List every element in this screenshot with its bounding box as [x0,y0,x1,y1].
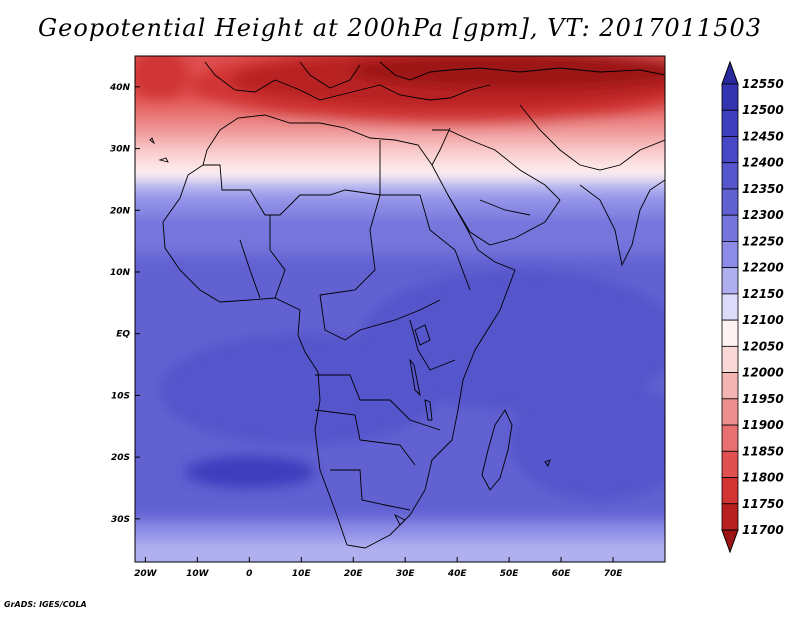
colorbar-level-label: 11850 [742,444,784,458]
lat-tick-label: 10S [111,391,130,401]
lon-tick-label: 70E [604,569,624,579]
lat-tick-label: EQ [116,330,130,340]
lon-tick-label: 60E [552,569,572,579]
colorbar-segment [721,188,739,216]
lon-tick-label: 20W [134,569,158,579]
colorbar-level-label: 11950 [742,392,784,406]
colorbar-segment [721,398,739,426]
map-title: Geopotential Height at 200hPa [gpm], VT:… [38,14,762,42]
colorbar-top-arrow [721,60,739,85]
lon-tick-label: 30E [396,569,416,579]
colorbar-segment [721,267,739,295]
colorbar-level-label: 12550 [742,77,784,91]
colorbar-level-label: 12050 [742,339,784,353]
lon-tick-label: 10W [186,569,210,579]
lon-tick-label: 20E [344,569,364,579]
lon-tick-label: 40E [447,569,468,579]
coastlines [149,61,665,549]
lon-tick-label: 0 [246,569,252,579]
colorbar-segment [721,162,739,190]
colorbar-segment [721,109,739,137]
lat-tick-label: 20N [110,206,131,216]
plot-frame [134,55,666,563]
colorbar-segment [721,372,739,400]
lat-tick-label: 30S [111,515,130,525]
colorbar-level-label: 12300 [742,208,784,222]
lat-tick-label: 40N [109,83,131,93]
colorbar-segment [721,83,739,111]
lon-tick-label: 50E [500,569,520,579]
colorbar-level-label: 12100 [742,313,784,327]
lat-tick-label: 20S [111,453,130,463]
colorbar-level-label: 12200 [742,261,784,275]
colorbar: 12550 12500 12450 12400 12350 12300 12250 12200… [721,60,784,554]
lat-tick-label: 30N [110,145,131,155]
footer-credit: GrADS: IGES/COLA [4,600,87,609]
colorbar-segment [721,503,739,531]
lon-tick-label: 10E [292,569,312,579]
colorbar-level-label: 12400 [742,156,784,170]
colorbar-level-label: 12450 [742,129,784,143]
colorbar-level-label: 11750 [742,497,784,511]
colorbar-level-label: 12500 [742,103,784,117]
colorbar-level-label: 11900 [742,418,784,432]
colorbar-segment [721,450,739,478]
colorbar-level-label: 12250 [742,234,784,248]
colorbar-level-label: 12350 [742,182,784,196]
colorbar-segment [721,293,739,321]
axis-ticks: 40N 30N 20N 10N EQ 10S 20S 30S 20W 10W 0 10E 20E 30E 4… [109,83,623,579]
colorbar-segment [721,477,739,505]
colorbar-level-label: 12150 [742,287,784,301]
colorbar-level-label: 12000 [742,366,784,380]
colorbar-segment [721,424,739,452]
colorbar-segment [721,319,739,347]
colorbar-bottom-arrow [721,529,739,554]
colorbar-level-label: 11800 [742,471,784,485]
colorbar-segment [721,214,739,242]
colorbar-segment [721,136,739,164]
colorbar-level-label: 11700 [742,523,784,537]
height-field [135,56,665,562]
lat-tick-label: 10N [110,268,131,278]
colorbar-segment [721,345,739,373]
colorbar-segment [721,241,739,269]
